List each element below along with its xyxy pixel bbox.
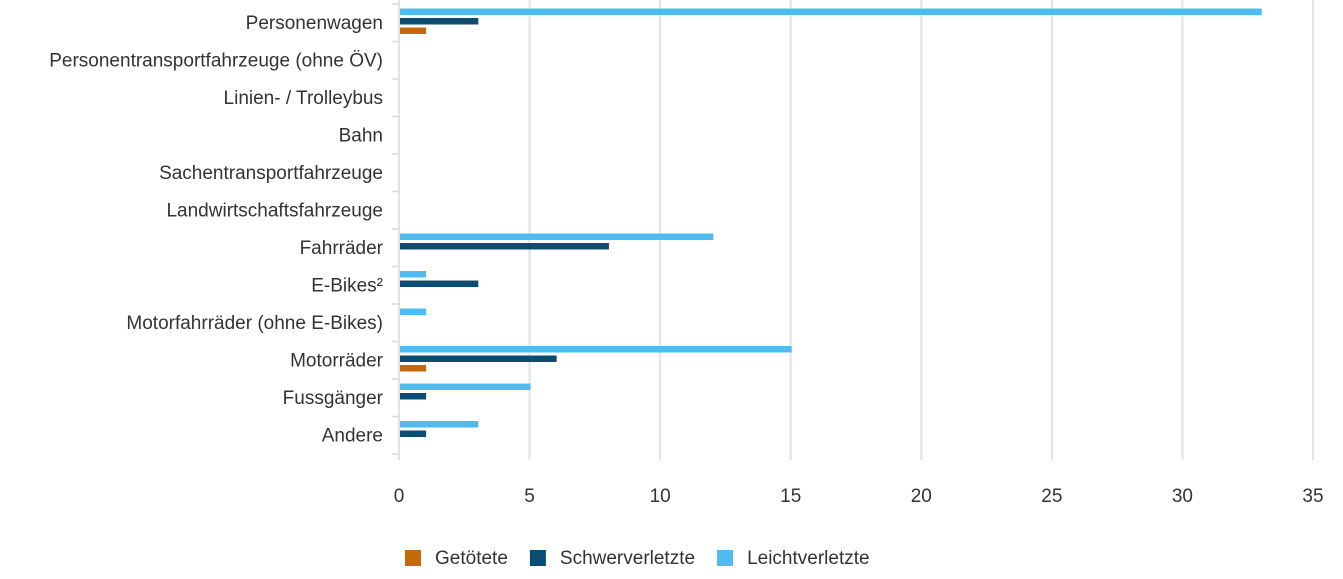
bar-getötete — [400, 365, 427, 372]
legend-swatch — [529, 550, 546, 566]
x-tick-label: 5 — [524, 486, 535, 507]
category-label: Fahrräder — [300, 238, 384, 259]
bar-schwerverletzte — [400, 393, 427, 400]
legend-swatch — [405, 550, 421, 566]
bar-schwerverletzte — [400, 430, 427, 437]
category-label: Fussgänger — [283, 388, 384, 409]
bar-schwerverletzte — [400, 355, 557, 362]
bar-leichtverletzte — [400, 8, 1262, 15]
bar-schwerverletzte — [400, 280, 479, 287]
bar-leichtverletzte — [400, 271, 427, 278]
x-tick-label: 15 — [780, 486, 801, 507]
category-label: Andere — [322, 425, 383, 446]
bar-schwerverletzte — [400, 243, 609, 250]
category-label: Linien- / Trolleybus — [224, 88, 383, 109]
x-tick-label: 0 — [394, 486, 405, 507]
category-label: E-Bikes² — [311, 275, 383, 296]
bar-leichtverletzte — [400, 346, 792, 353]
x-tick-label: 10 — [650, 486, 671, 507]
x-tick-label: 25 — [1041, 486, 1062, 507]
legend-label: Getötete — [435, 548, 508, 569]
bar-leichtverletzte — [400, 383, 531, 390]
legend-swatch — [717, 550, 734, 566]
category-label: Landwirtschaftsfahrzeuge — [166, 200, 383, 221]
bar-getötete — [400, 27, 427, 34]
category-label: Bahn — [339, 125, 383, 146]
bar-leichtverletzte — [400, 308, 427, 315]
bar-leichtverletzte — [400, 421, 479, 428]
legend-label: Leichtverletzte — [747, 548, 870, 569]
x-tick-label: 35 — [1302, 486, 1323, 507]
category-label: Personenwagen — [246, 13, 383, 34]
bar-leichtverletzte — [400, 233, 714, 240]
legend-label: Schwerverletzte — [560, 548, 695, 569]
x-tick-label: 30 — [1172, 486, 1193, 507]
x-tick-label: 20 — [911, 486, 932, 507]
bar-schwerverletzte — [400, 18, 479, 25]
category-label: Sachentransportfahrzeuge — [159, 163, 383, 184]
category-label: Motorfahrräder (ohne E-Bikes) — [126, 313, 383, 334]
category-label: Motorräder — [290, 350, 384, 371]
category-label: Personentransportfahrzeuge (ohne ÖV) — [49, 50, 383, 71]
